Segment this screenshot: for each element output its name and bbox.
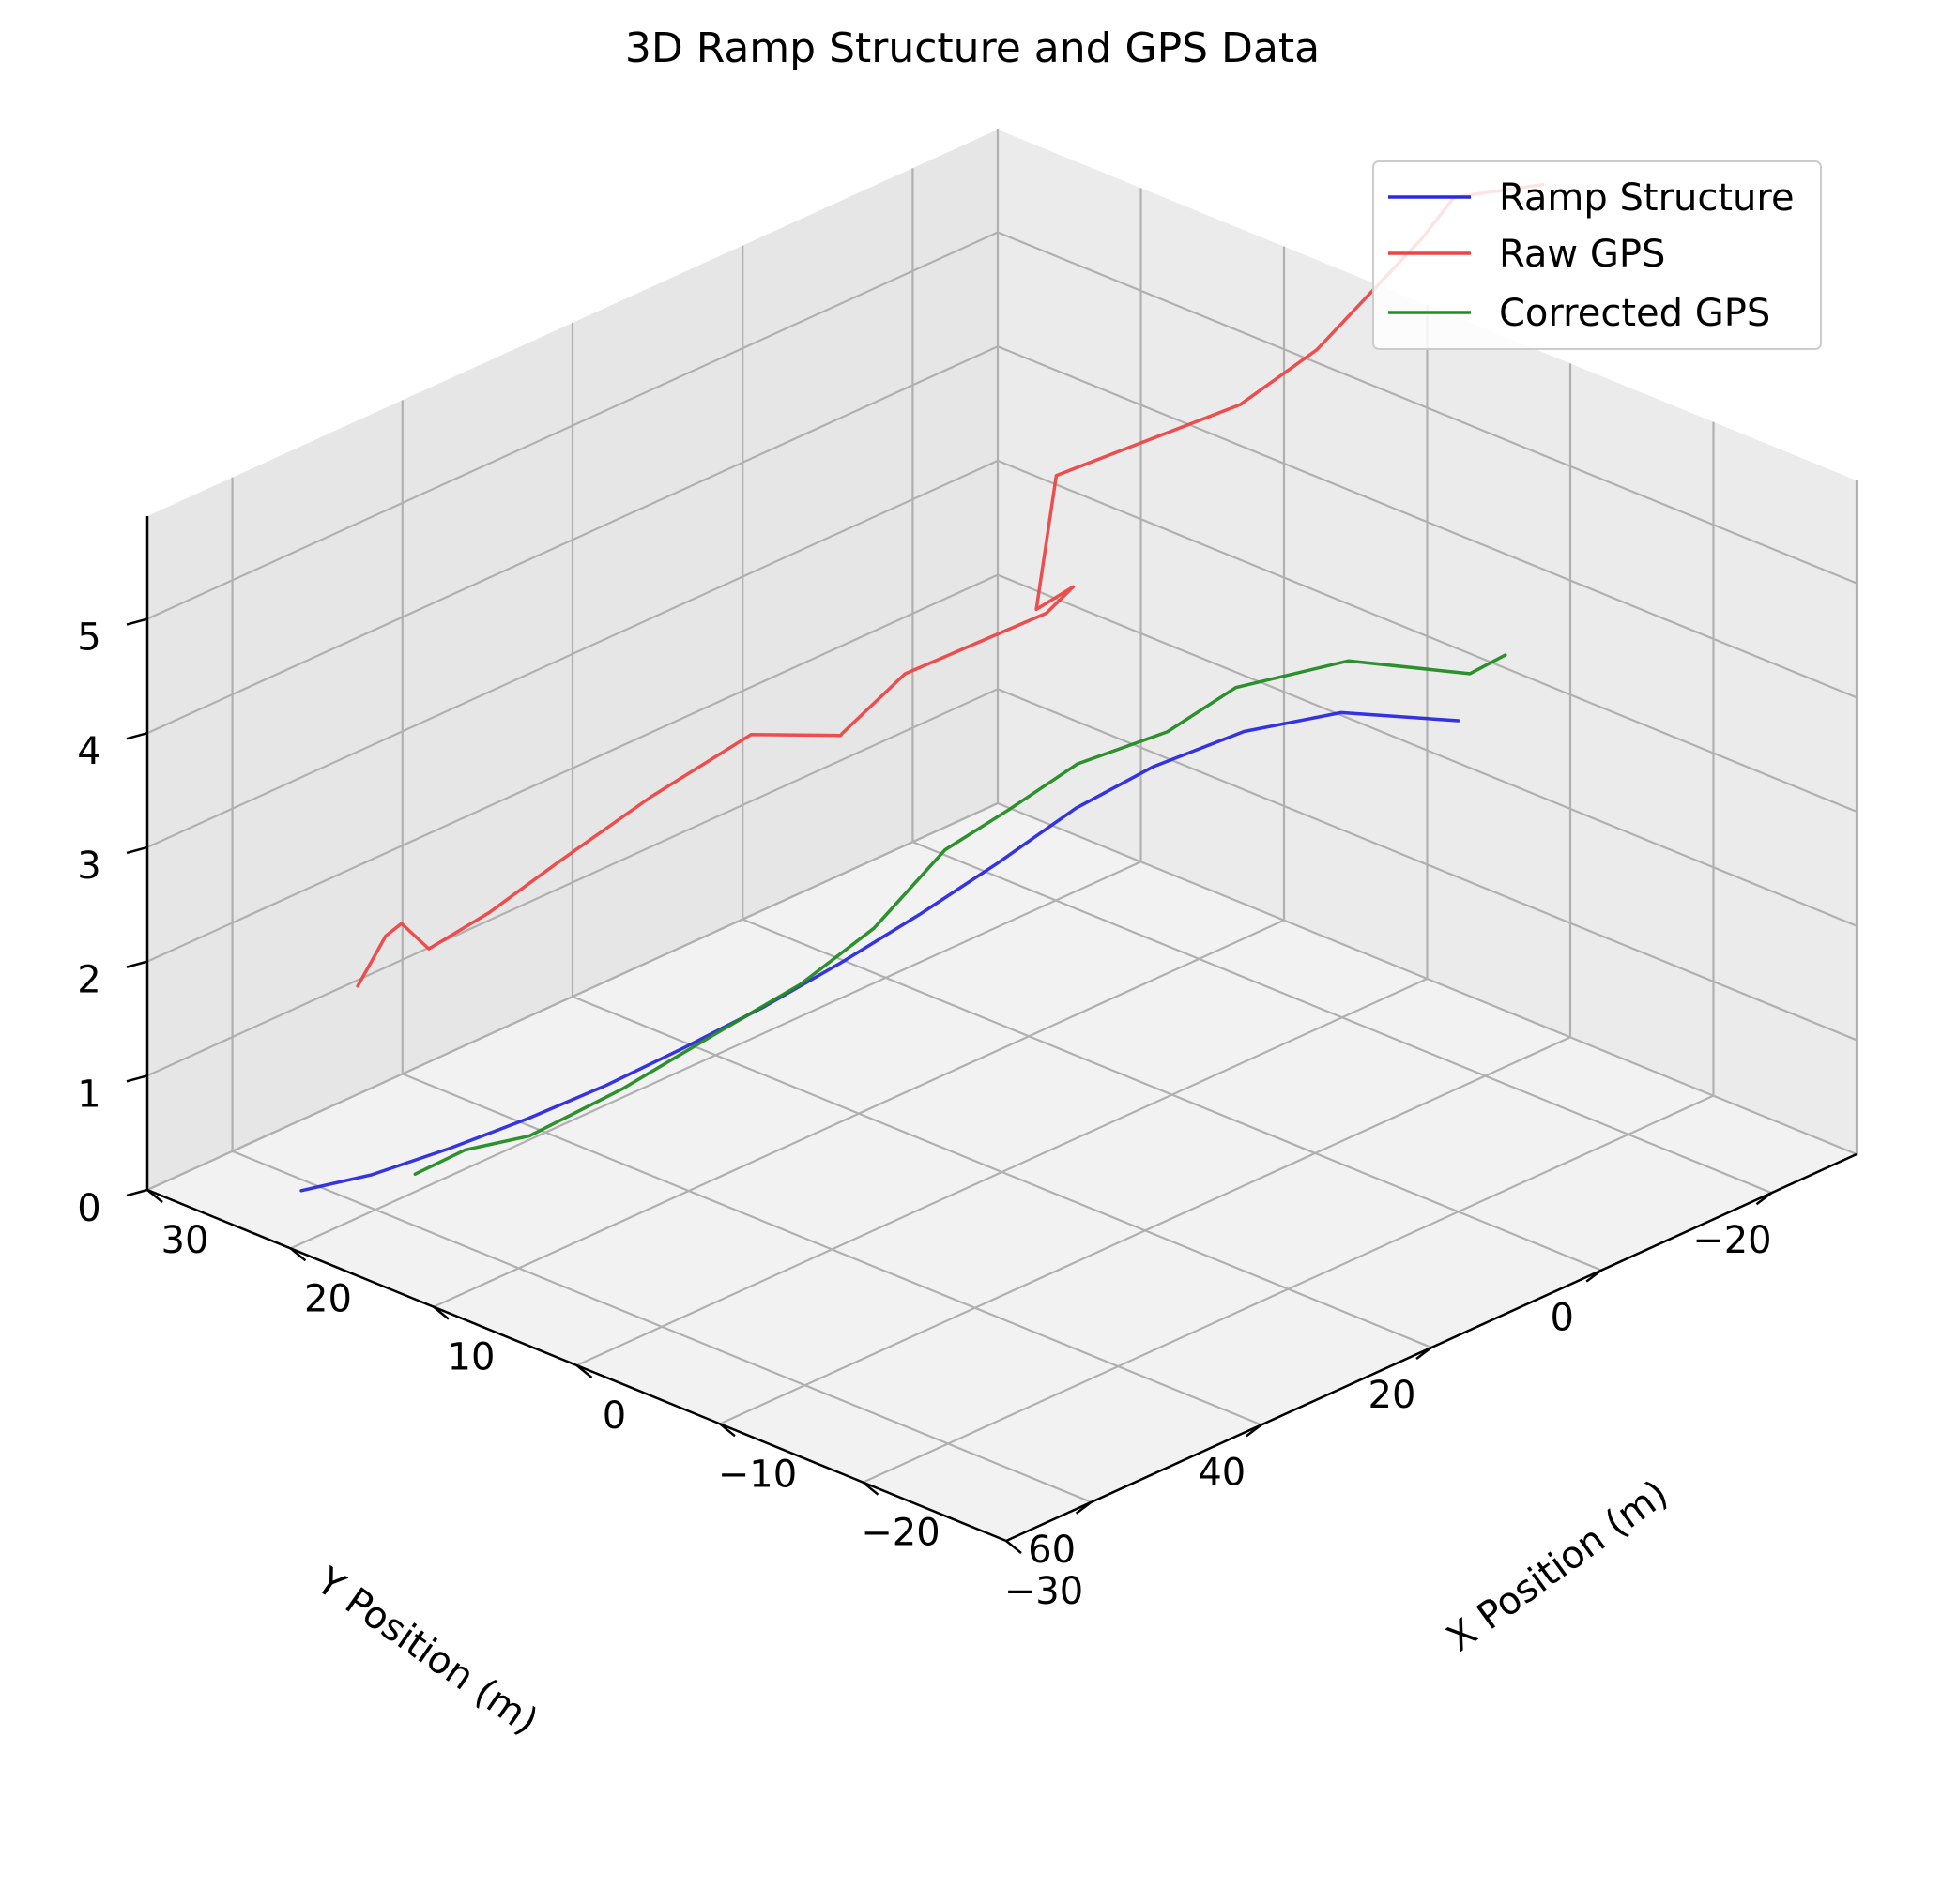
legend-label-corrected-gps: Corrected GPS bbox=[1499, 292, 1770, 335]
legend-label-raw-gps: Raw GPS bbox=[1499, 233, 1665, 276]
grid-line-z bbox=[997, 345, 1858, 699]
legend: Ramp Structure Raw GPS Corrected GPS bbox=[1372, 160, 1822, 350]
x-tick bbox=[575, 1364, 593, 1378]
grid-line-z bbox=[146, 688, 999, 1077]
z-tick-label: 1 bbox=[77, 1073, 100, 1116]
grid-line-z bbox=[146, 459, 999, 848]
z-tick bbox=[126, 732, 148, 740]
chart-title: 3D Ramp Structure and GPS Data bbox=[625, 24, 1320, 72]
grid-line-z bbox=[997, 573, 1858, 927]
y-tick-label: 60 bbox=[1028, 1529, 1076, 1572]
grid-line-z bbox=[997, 231, 1858, 585]
z-tick-label: 4 bbox=[77, 730, 100, 773]
z-tick bbox=[126, 1074, 148, 1083]
y-axis-title: Y Position (m) bbox=[308, 1559, 545, 1743]
x-tick bbox=[1005, 1540, 1022, 1554]
axis-ticks: −30 −20 −10 0 10 20 30 −20 0 20 40 60 0 1 2 3 4 5 bbox=[77, 617, 1773, 1613]
y-tick-label: 20 bbox=[1368, 1374, 1416, 1417]
x-axis-title: X Position (m) bbox=[1439, 1472, 1676, 1661]
grid-line-y bbox=[232, 1150, 1093, 1503]
x-tick bbox=[862, 1481, 879, 1496]
x-tick bbox=[289, 1247, 307, 1262]
z-tick-label: 0 bbox=[77, 1187, 100, 1230]
x-tick-label: 30 bbox=[161, 1219, 209, 1262]
y-tick-label: −20 bbox=[1692, 1219, 1771, 1262]
y-tick bbox=[1246, 1424, 1262, 1438]
series-line-corrected-gps bbox=[413, 653, 1507, 1176]
x-tick-label: −20 bbox=[861, 1512, 940, 1555]
x-tick bbox=[433, 1305, 450, 1320]
z-tick bbox=[126, 845, 148, 855]
grid-line-z bbox=[146, 801, 999, 1192]
z-tick bbox=[126, 617, 148, 626]
grid-line-y bbox=[911, 841, 1772, 1195]
y-tick bbox=[1415, 1347, 1432, 1360]
grid-line-z bbox=[146, 231, 999, 620]
grid-line-z bbox=[146, 573, 999, 963]
legend-frame bbox=[1372, 160, 1822, 350]
y-tick-label: 40 bbox=[1198, 1451, 1246, 1494]
grid-line-y bbox=[742, 918, 1602, 1272]
y-tick bbox=[1075, 1500, 1093, 1515]
z-tick bbox=[126, 1188, 148, 1197]
x-tick-label: −30 bbox=[1004, 1570, 1083, 1613]
y-tick bbox=[1755, 1192, 1773, 1206]
grid-lines bbox=[146, 129, 1858, 1543]
x-tick-label: −10 bbox=[718, 1453, 797, 1496]
grid-line-z bbox=[146, 345, 999, 735]
series-line-raw-gps bbox=[356, 182, 1545, 988]
z-tick-label: 2 bbox=[77, 959, 100, 1002]
y-tick bbox=[1585, 1269, 1602, 1283]
grid-line-y bbox=[572, 995, 1432, 1349]
legend-label-ramp-structure: Ramp Structure bbox=[1499, 176, 1795, 220]
x-tick-label: 0 bbox=[603, 1394, 626, 1438]
data-series bbox=[299, 182, 1545, 1193]
grid-line-y bbox=[402, 1073, 1262, 1426]
x-tick bbox=[146, 1189, 163, 1203]
x-tick-label: 10 bbox=[448, 1336, 496, 1379]
z-tick-label: 5 bbox=[77, 617, 100, 660]
grid-line-z bbox=[997, 688, 1858, 1042]
grid-line-z bbox=[997, 801, 1858, 1156]
series-line-ramp-structure bbox=[299, 710, 1460, 1193]
y-tick-label: 0 bbox=[1550, 1297, 1573, 1340]
z-tick bbox=[126, 960, 148, 968]
z-tick-label: 3 bbox=[77, 845, 100, 888]
x-tick-label: 20 bbox=[304, 1277, 352, 1320]
x-tick bbox=[719, 1423, 736, 1438]
grid-line-z bbox=[997, 459, 1858, 813]
